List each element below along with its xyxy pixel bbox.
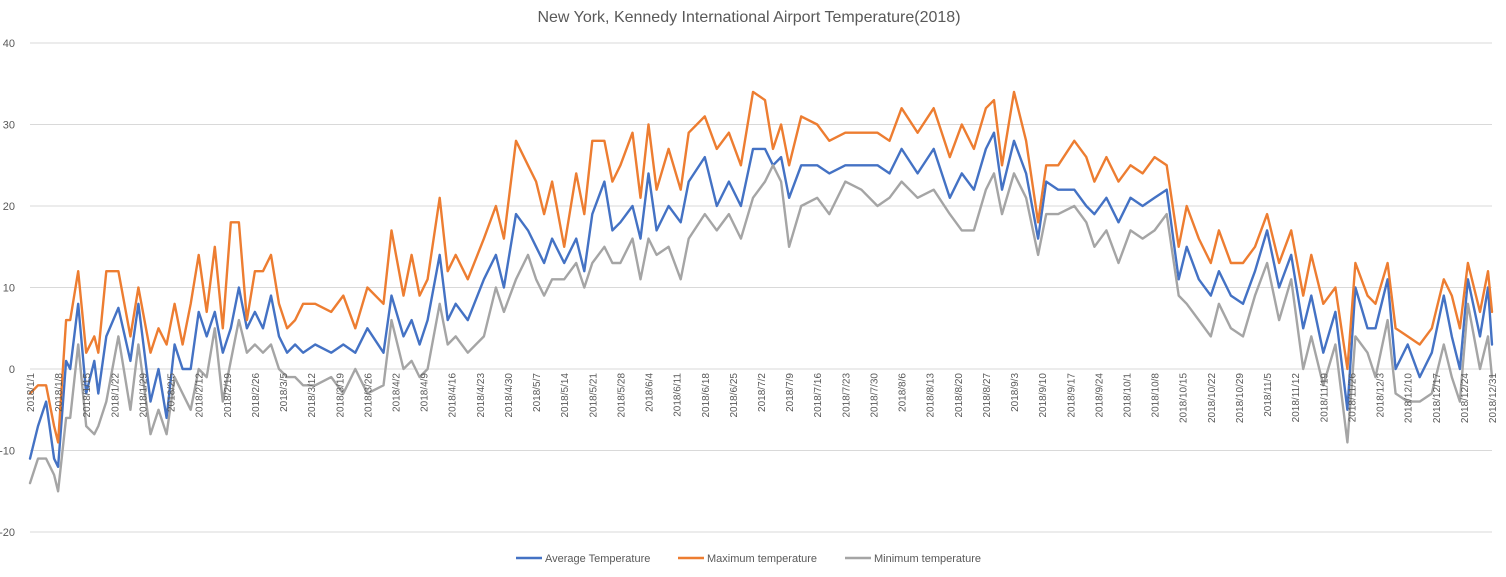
x-tick-label: 2018/1/15 [82, 373, 93, 418]
x-tick-label: 2018/12/3 [1376, 373, 1387, 418]
x-tick-label: 2018/8/13 [926, 373, 937, 418]
x-tick-label: 2018/10/29 [1235, 373, 1246, 423]
x-tick-label: 2018/1/8 [54, 373, 65, 412]
x-tick-label: 2018/1/29 [139, 373, 150, 418]
x-tick-label: 2018/6/25 [729, 373, 740, 418]
x-tick-label: 2018/10/1 [1123, 373, 1134, 418]
x-tick-label: 2018/9/3 [1010, 373, 1021, 412]
x-tick-label: 2018/1/22 [110, 373, 121, 418]
x-tick-label: 2018/3/5 [279, 373, 290, 412]
legend-label: Minimum temperature [874, 553, 981, 565]
x-tick-label: 2018/2/5 [167, 373, 178, 412]
x-tick-label: 2018/9/17 [1066, 373, 1077, 418]
x-tick-label: 2018/3/19 [335, 373, 346, 418]
x-tick-label: 2018/11/5 [1263, 373, 1274, 417]
legend-label: Average Temperature [545, 553, 650, 565]
series-line-minimum-temperature [28, 164, 1494, 493]
y-tick-label: 30 [3, 120, 15, 132]
x-tick-label: 2018/12/24 [1460, 373, 1471, 423]
x-axis-ticks: 2018/1/1 2018/1/8 2018/1/15 2018/1/22 2018/1… [26, 373, 1499, 424]
x-tick-label: 2018/5/28 [616, 373, 627, 418]
x-tick-label: 2018/6/4 [645, 373, 656, 412]
series-line-maximum-temperature [28, 90, 1494, 444]
x-tick-label: 2018/10/22 [1207, 373, 1218, 423]
x-tick-label: 2018/7/2 [757, 373, 768, 412]
x-tick-label: 2018/5/14 [560, 373, 571, 418]
legend: Average Temperature Maximum temperature Mi… [516, 553, 981, 565]
x-tick-label: 2018/7/30 [870, 373, 881, 418]
y-tick-label: 20 [3, 201, 15, 213]
y-tick-label: 10 [3, 283, 15, 295]
x-tick-label: 2018/11/19 [1319, 373, 1330, 423]
x-tick-label: 2018/6/18 [701, 373, 712, 418]
x-tick-label: 2018/4/23 [476, 373, 487, 418]
x-tick-label: 2018/3/12 [307, 373, 318, 418]
x-tick-label: 2018/4/16 [448, 373, 459, 418]
x-tick-label: 2018/2/12 [195, 373, 206, 418]
x-tick-label: 2018/6/11 [673, 373, 684, 417]
y-tick-label: -10 [0, 446, 15, 458]
x-tick-label: 2018/9/24 [1094, 373, 1105, 418]
x-tick-label: 2018/12/17 [1432, 373, 1443, 423]
x-tick-label: 2018/11/12 [1291, 373, 1302, 423]
y-tick-label: 0 [9, 364, 15, 376]
x-tick-label: 2018/7/9 [785, 373, 796, 412]
x-tick-label: 2018/4/30 [504, 373, 515, 418]
x-tick-label: 2018/4/9 [420, 373, 431, 412]
x-tick-label: 2018/4/2 [392, 373, 403, 412]
legend-label: Maximum temperature [707, 553, 817, 565]
series-lines [28, 90, 1494, 493]
x-tick-label: 2018/9/10 [1038, 373, 1049, 418]
y-tick-label: 40 [3, 38, 15, 50]
x-tick-label: 2018/1/1 [26, 373, 37, 412]
x-tick-label: 2018/10/8 [1151, 373, 1162, 418]
x-tick-label: 2018/5/7 [532, 373, 543, 412]
chart-title: New York, Kennedy International Airport … [537, 9, 960, 26]
y-axis-ticks: -20 -10 0 10 20 30 40 [0, 38, 15, 539]
x-tick-label: 2018/12/31 [1488, 373, 1499, 423]
x-tick-label: 2018/5/21 [588, 373, 599, 418]
x-tick-label: 2018/8/6 [898, 373, 909, 412]
x-tick-label: 2018/2/19 [223, 373, 234, 418]
x-tick-label: 2018/7/23 [841, 373, 852, 418]
series-line-average-temperature [28, 131, 1494, 468]
x-tick-label: 2018/10/15 [1179, 373, 1190, 423]
x-tick-label: 2018/7/16 [813, 373, 824, 418]
x-tick-label: 2018/11/26 [1347, 373, 1358, 423]
grid-lines [30, 42, 1492, 533]
x-tick-label: 2018/8/20 [954, 373, 965, 418]
x-tick-label: 2018/3/26 [363, 373, 374, 418]
x-tick-label: 2018/2/26 [251, 373, 262, 418]
y-tick-label: -20 [0, 527, 15, 539]
x-tick-label: 2018/12/10 [1404, 373, 1415, 423]
x-tick-label: 2018/8/27 [982, 373, 993, 418]
